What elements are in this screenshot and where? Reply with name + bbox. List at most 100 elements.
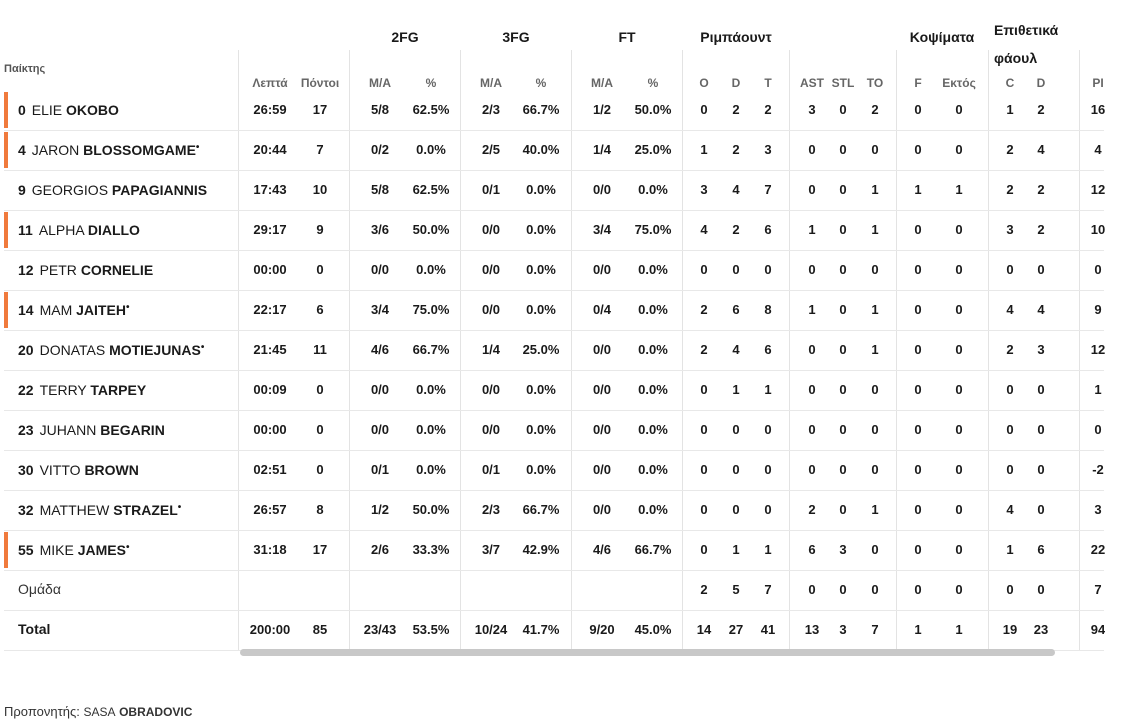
stat-cell: 2 bbox=[1037, 222, 1045, 237]
stat-cell: 0/4 bbox=[592, 302, 612, 317]
player-name[interactable]: 23 JUHANN BEGARIN bbox=[18, 422, 165, 438]
column-divider bbox=[238, 50, 239, 650]
column-divider bbox=[571, 50, 572, 650]
stat-cell: 0 bbox=[871, 542, 879, 557]
stat-cell: 0/0 bbox=[481, 422, 501, 437]
stat-column-header[interactable]: PI bbox=[1092, 76, 1104, 90]
player-name[interactable]: 12 PETR CORNELIE bbox=[18, 262, 153, 278]
player-name[interactable]: 11 ALPHA DIALLO bbox=[18, 222, 140, 238]
player-name[interactable]: 4 JARON BLOSSOMGAME• bbox=[18, 142, 199, 158]
stat-column-header[interactable]: Μ/Α bbox=[480, 76, 502, 90]
stat-cell: 0 bbox=[914, 102, 922, 117]
player-row[interactable]: 9 GEORGIOS PAPAGIANNIS 17:43 10 5/8 62.5% 0/1 0… bbox=[4, 170, 1105, 211]
stat-cell: 0.0% bbox=[638, 302, 668, 317]
stat-column-header[interactable]: T bbox=[764, 76, 772, 90]
stat-cell: 4 bbox=[1006, 302, 1014, 317]
stat-cell: 1 bbox=[871, 182, 879, 197]
stat-cell: 0/2 bbox=[370, 142, 390, 157]
player-number: 11 bbox=[18, 222, 33, 238]
stat-cell: 2/6 bbox=[370, 542, 390, 557]
stat-cell: 0.0% bbox=[416, 382, 446, 397]
stat-column-header[interactable]: TO bbox=[866, 76, 884, 90]
stat-column-header[interactable]: Μ/Α bbox=[369, 76, 391, 90]
horizontal-scrollbar[interactable] bbox=[240, 649, 1055, 656]
stat-cell: 1 bbox=[871, 302, 879, 317]
player-name[interactable]: 0 ELIE OKOBO bbox=[18, 102, 119, 118]
group-header: 3FG bbox=[502, 29, 530, 45]
stat-column-header[interactable]: Λεπτά bbox=[252, 76, 288, 90]
player-row[interactable]: 23 JUHANN BEGARIN 00:00 0 0/0 0.0% 0/0 0.0% 0/0 0… bbox=[4, 410, 1104, 451]
stat-cell: 2 bbox=[1006, 342, 1014, 357]
column-divider bbox=[1079, 50, 1080, 650]
stat-cell: 02:51 bbox=[253, 462, 287, 477]
stat-cell: 1 bbox=[871, 342, 879, 357]
stat-column-header[interactable]: Πόντοι bbox=[300, 76, 340, 90]
stat-cell: 0 bbox=[764, 502, 772, 517]
stat-column-header[interactable]: % bbox=[425, 76, 437, 90]
stat-column-header[interactable]: Μ/Α bbox=[591, 76, 613, 90]
stat-cell: 4/6 bbox=[370, 342, 390, 357]
stat-cell: 00:00 bbox=[253, 262, 287, 277]
stat-cell: 0/0 bbox=[592, 422, 612, 437]
player-row[interactable]: 0 ELIE OKOBO 26:59 17 5/8 62.5% 2/3 66.7% 1/2 50.… bbox=[4, 90, 1105, 131]
stat-cell: 7 bbox=[1094, 582, 1102, 597]
player-row[interactable]: 4 JARON BLOSSOMGAME• 20:44 7 0/2 0.0% 2/5 40.0%… bbox=[4, 130, 1104, 171]
player-row[interactable]: 11 ALPHA DIALLO 29:17 9 3/6 50.0% 0/0 0.0% 3/4 75… bbox=[4, 210, 1105, 251]
row-accent-bar bbox=[4, 292, 8, 328]
coach-first-name: SASA bbox=[83, 705, 116, 719]
stat-cell: 0.0% bbox=[638, 382, 668, 397]
player-first-name: ELIE bbox=[31, 102, 63, 118]
stat-column-header[interactable]: F bbox=[914, 76, 922, 90]
player-name[interactable]: 20 DONATAS MOTIEJUNAS• bbox=[18, 342, 204, 358]
stat-column-header[interactable]: % bbox=[535, 76, 547, 90]
stat-column-header[interactable]: % bbox=[647, 76, 659, 90]
stat-cell: 0 bbox=[1037, 382, 1045, 397]
player-name[interactable]: 14 MAM JAITEH• bbox=[18, 302, 129, 318]
player-row[interactable]: 55 MIKE JAMES• 31:18 17 2/6 33.3% 3/7 42.9% 4/6 6… bbox=[4, 530, 1105, 571]
stat-column-header[interactable]: O bbox=[699, 76, 709, 90]
stat-cell: 1/2 bbox=[592, 102, 612, 117]
player-last-name: DIALLO bbox=[87, 222, 140, 238]
stat-cell: 7 bbox=[764, 182, 772, 197]
stat-column-header[interactable]: AST bbox=[800, 76, 824, 90]
team-row: Ομάδα 2 5 7 0 0 0 0 0 0 0 7 bbox=[4, 570, 1104, 611]
player-number: 9 bbox=[18, 182, 26, 198]
stat-cell: 1 bbox=[764, 542, 772, 557]
stat-cell: 0 bbox=[732, 422, 740, 437]
player-first-name: JUHANN bbox=[39, 422, 97, 438]
stat-column-header[interactable]: D bbox=[1036, 76, 1046, 90]
player-row[interactable]: 12 PETR CORNELIE 00:00 0 0/0 0.0% 0/0 0.0% 0/0 0.… bbox=[4, 250, 1104, 291]
stat-column-header[interactable]: C bbox=[1005, 76, 1015, 90]
stat-cell: 3/6 bbox=[370, 222, 390, 237]
stat-cell: 13 bbox=[804, 622, 820, 637]
player-name[interactable]: 22 TERRY TARPEY bbox=[18, 382, 146, 398]
stat-cell: 0 bbox=[914, 262, 922, 277]
stat-cell: 27 bbox=[728, 622, 744, 637]
player-row[interactable]: 30 VITTO BROWN 02:51 0 0/1 0.0% 0/1 0.0% 0/0 0.0%… bbox=[4, 450, 1104, 491]
player-name[interactable]: 30 VITTO BROWN bbox=[18, 462, 139, 478]
stat-cell: 0.0% bbox=[526, 382, 556, 397]
stat-cell: 0 bbox=[764, 262, 772, 277]
stat-cell: 0 bbox=[955, 382, 963, 397]
coach-label: Προπονητής: bbox=[4, 704, 80, 719]
stat-column-header[interactable]: Εκτός bbox=[942, 76, 976, 90]
stat-cell: 0 bbox=[871, 422, 879, 437]
player-number: 0 bbox=[18, 102, 26, 118]
stat-column-header[interactable]: STL bbox=[831, 76, 855, 90]
stat-cell: 75.0% bbox=[634, 222, 672, 237]
stat-cell: 0.0% bbox=[526, 222, 556, 237]
stat-cell: 0/0 bbox=[481, 222, 501, 237]
player-name[interactable]: 9 GEORGIOS PAPAGIANNIS bbox=[18, 182, 207, 198]
stat-column-header[interactable]: D bbox=[731, 76, 741, 90]
stat-cell: 2 bbox=[1006, 142, 1014, 157]
player-name[interactable]: 55 MIKE JAMES• bbox=[18, 542, 129, 558]
stat-cell: 0 bbox=[1006, 262, 1014, 277]
player-row[interactable]: 22 TERRY TARPEY 00:09 0 0/0 0.0% 0/0 0.0% 0/0 0.0… bbox=[4, 370, 1104, 411]
team-label: Ομάδα bbox=[18, 581, 61, 597]
player-name[interactable]: 32 MATTHEW STRAZEL• bbox=[18, 502, 181, 518]
player-row[interactable]: 14 MAM JAITEH• 22:17 6 3/4 75.0% 0/0 0.0% 0/4 0.0… bbox=[4, 290, 1104, 331]
player-row[interactable]: 32 MATTHEW STRAZEL• 26:57 8 1/2 50.0% 2/3 66.7%… bbox=[4, 490, 1104, 531]
player-row[interactable]: 20 DONATAS MOTIEJUNAS• 21:45 11 4/6 66.7% 1/4 2… bbox=[4, 330, 1105, 371]
stat-cell: 0/0 bbox=[370, 382, 390, 397]
stat-cell: 0 bbox=[316, 382, 324, 397]
